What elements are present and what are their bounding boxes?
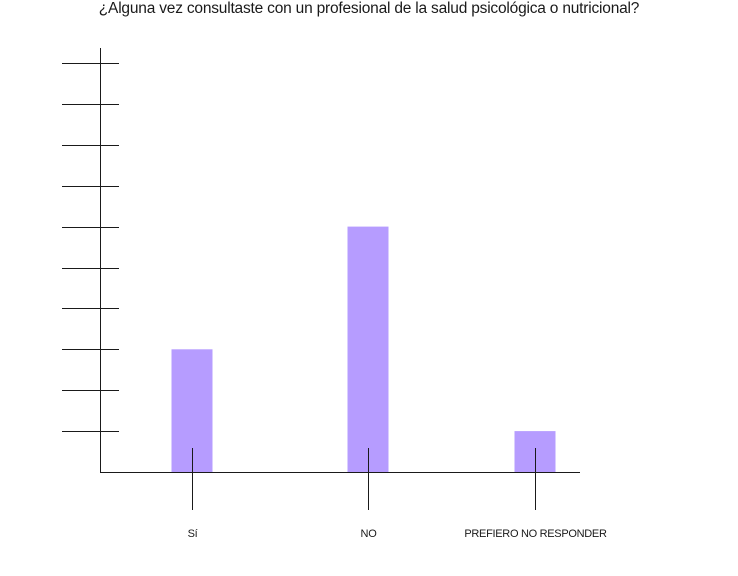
bars xyxy=(171,226,556,472)
bar xyxy=(347,226,389,472)
chart-title: ¿Alguna vez consultaste con un profesion… xyxy=(98,0,640,17)
x-tick-label: PREFIERO NO RESPONDER xyxy=(464,528,607,540)
x-tick-label: NO xyxy=(361,528,378,540)
x-axis-ticks xyxy=(192,448,536,510)
x-axis-labels: Sí NO PREFIERO NO RESPONDER xyxy=(188,528,608,540)
y-axis-ticks xyxy=(62,63,119,432)
x-tick-label: Sí xyxy=(188,528,198,540)
